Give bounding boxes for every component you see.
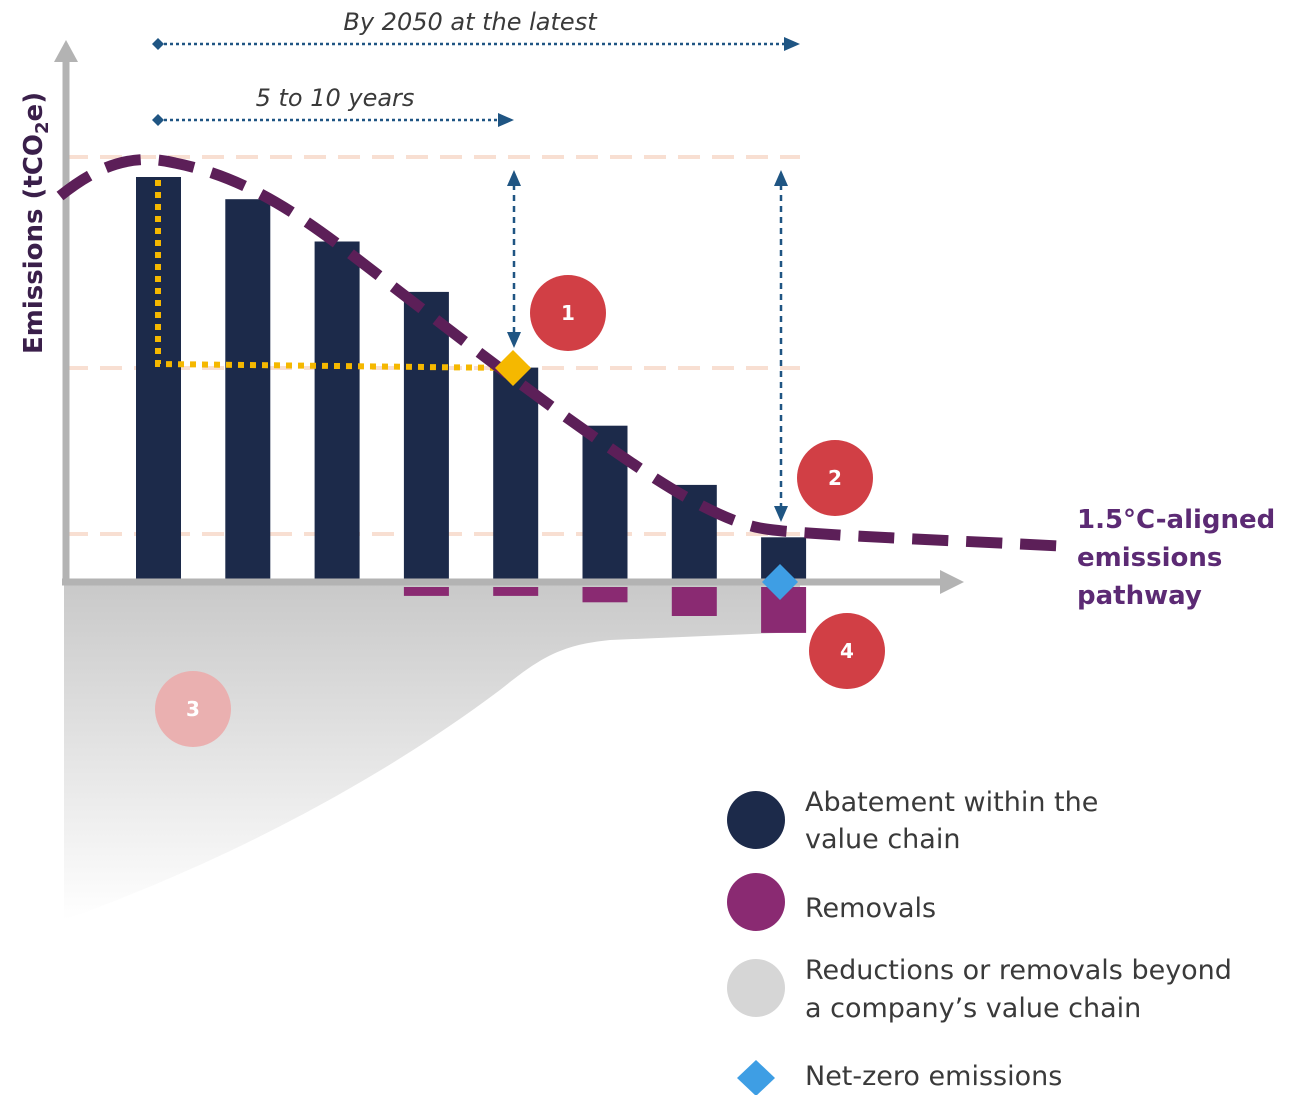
legend-item-beyond-value-chain: Reductions or removals beyond a company’… [727,955,1241,1024]
removal-bar-5 [493,587,539,596]
legend-item-net-zero: Net-zero emissions [737,1060,1062,1095]
removal-bar-6 [582,587,628,603]
net-zero-marker [762,564,798,600]
badge-4: 4 [809,613,885,689]
interim-target-line [155,180,514,371]
removal-bar-4 [403,587,449,596]
badge-2: 2 [797,440,873,516]
y-axis-arrow [54,40,78,62]
legend-item-abatement: Abatement within the value chain [727,787,1107,855]
long-horizon-label: By 2050 at the latest [343,8,598,36]
y-axis-label: Emissions (tCO2e) [19,92,53,354]
abatement-bar-7 [671,484,717,580]
beyond-value-chain-area [64,585,800,920]
abatement-bar-5 [493,367,539,580]
pathway-label: 1.5°C-aligned emissions pathway [1077,505,1284,611]
svg-text:Net-zero emissions: Net-zero emissions [805,1061,1062,1092]
legend-swatch-net-zero [737,1060,775,1095]
svg-text:4: 4 [840,639,854,663]
legend: Abatement within the value chain Removal… [727,787,1241,1095]
legend-swatch-removals [727,873,785,931]
svg-text:Reductions or removals beyond: Reductions or removals beyond a company’… [805,955,1241,1024]
svg-text:3: 3 [186,697,200,721]
abatement-bar-4 [403,291,449,580]
bars [136,177,807,580]
svg-text:2: 2 [828,466,842,490]
badge-3: 3 [155,671,231,747]
legend-swatch-abatement [727,791,785,849]
short-horizon-label: 5 to 10 years [256,84,415,112]
badge-1: 1 [530,275,606,351]
horizon-arrows [152,37,800,522]
legend-item-removals: Removals [727,873,936,931]
reference-lines [66,155,800,536]
legend-swatch-beyond [727,959,785,1017]
abatement-bar-1 [136,177,181,580]
pathway-line [56,154,1061,552]
abatement-bar-3 [314,241,360,580]
interim-target-marker [495,350,531,386]
svg-text:1: 1 [561,301,575,325]
svg-text:Abatement within the v: Abatement within the value chain [805,787,1107,855]
svg-text:Removals: Removals [805,893,936,924]
removal-bar-7 [671,587,717,616]
abatement-bar-2 [225,199,271,580]
x-axis-arrow [940,570,964,594]
